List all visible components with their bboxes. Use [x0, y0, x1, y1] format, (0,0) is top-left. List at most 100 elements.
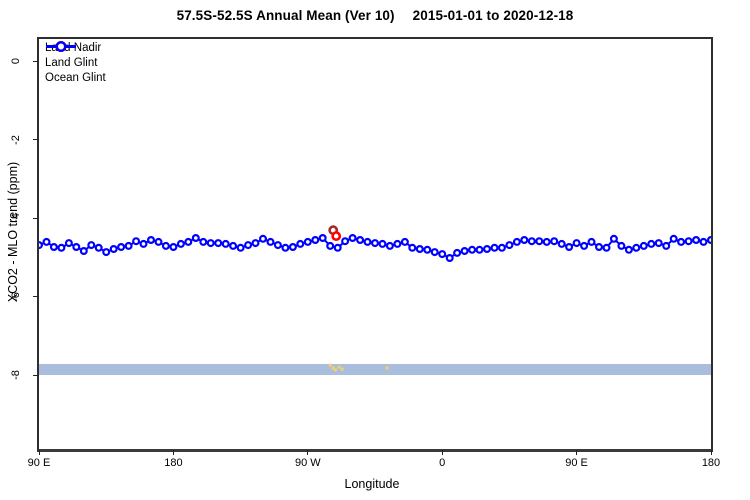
data-point-ocean-glint	[647, 239, 656, 248]
data-point-ocean-glint	[57, 243, 66, 252]
data-point-ocean-glint	[132, 237, 141, 246]
data-point-ocean-glint	[483, 245, 492, 254]
data-point-ocean-glint	[550, 237, 559, 246]
data-point-ocean-glint	[602, 243, 611, 252]
data-point-ocean-glint	[39, 241, 43, 250]
data-point-ocean-glint	[393, 239, 402, 248]
y-tick-mark	[33, 139, 39, 140]
speck-point	[331, 366, 335, 370]
speck-point	[340, 367, 344, 371]
data-point-ocean-glint	[326, 241, 335, 250]
data-point-ocean-glint	[632, 243, 641, 252]
y-tick-mark	[33, 374, 39, 376]
y-tick-label: -4	[10, 213, 22, 223]
highlight-band	[39, 364, 711, 375]
x-tick-mark	[38, 450, 40, 455]
y-tick-mark	[33, 60, 39, 62]
data-point-ocean-glint	[438, 250, 447, 259]
data-point-ocean-glint	[109, 245, 118, 254]
data-point-ocean-glint	[281, 243, 290, 252]
y-axis-title: XCO2 - MLO trend (ppm)	[6, 161, 20, 303]
legend-label-ocean-glint: Ocean Glint	[45, 71, 106, 84]
x-tick-label: 90 W	[294, 457, 321, 469]
x-tick-mark	[710, 450, 712, 455]
data-point-ocean-glint	[49, 243, 58, 252]
data-point-ocean-glint	[699, 237, 708, 246]
speck-point	[333, 368, 337, 372]
chart-title-dates: 2015-01-01 to 2020-12-18	[412, 8, 574, 23]
data-point-ocean-glint	[318, 234, 327, 243]
x-tick-label: 0	[439, 457, 446, 469]
data-point-ocean-glint	[468, 245, 477, 254]
x-tick-label: 90 E	[27, 457, 51, 469]
data-point-ocean-glint	[176, 239, 185, 248]
data-point-ocean-glint	[707, 236, 711, 244]
data-point-ocean-glint	[617, 241, 626, 250]
x-tick-label: 90 E	[565, 457, 588, 469]
data-point-ocean-glint	[445, 254, 454, 263]
data-point-ocean-glint	[72, 243, 81, 252]
data-point-ocean-glint	[79, 247, 88, 256]
data-point-ocean-glint	[378, 239, 387, 248]
data-point-ocean-glint	[236, 243, 245, 252]
data-point-ocean-glint	[102, 248, 111, 257]
data-point-ocean-glint	[87, 241, 96, 250]
data-point-ocean-glint	[385, 241, 394, 250]
data-point-ocean-glint	[408, 243, 417, 252]
data-point-ocean-glint	[154, 237, 163, 246]
data-point-ocean-glint	[229, 241, 238, 250]
data-point-ocean-glint	[296, 239, 305, 248]
x-tick-mark	[172, 450, 174, 455]
data-point-land-glint	[331, 231, 342, 241]
y-tick-label: 0	[10, 57, 22, 65]
data-point-ocean-glint	[251, 239, 260, 248]
legend-item-ocean-glint: Ocean Glint	[45, 41, 106, 85]
series-ocean-glint	[39, 234, 711, 263]
data-point-ocean-glint	[512, 237, 521, 246]
plot-svg	[39, 225, 711, 375]
data-point-ocean-glint	[505, 241, 514, 250]
chart-title-main: 57.5S-52.5S Annual Mean (Ver 10)	[176, 8, 395, 23]
data-point-ocean-glint	[639, 241, 648, 250]
series-land-glint	[331, 231, 342, 241]
data-point-ocean-glint	[64, 239, 73, 248]
data-point-ocean-glint	[520, 236, 529, 245]
data-point-ocean-glint	[594, 243, 603, 252]
data-point-ocean-glint	[266, 237, 275, 246]
data-point-ocean-glint	[565, 243, 574, 252]
data-point-ocean-glint	[348, 234, 357, 243]
data-point-ocean-glint	[572, 239, 581, 248]
legend-marker-ocean-glint-icon	[46, 41, 76, 52]
legend-label-land-glint: Land Glint	[45, 56, 98, 69]
data-point-ocean-glint	[42, 237, 51, 246]
x-tick-label: 180	[164, 457, 183, 469]
speck-point	[328, 363, 332, 367]
y-tick-mark	[33, 296, 39, 297]
data-point-ocean-glint	[94, 243, 103, 252]
data-point-ocean-glint	[311, 236, 320, 245]
speck-point	[337, 365, 341, 369]
data-point-ocean-glint	[303, 237, 312, 246]
data-point-ocean-glint	[199, 237, 208, 246]
data-point-ocean-glint	[542, 237, 551, 246]
data-point-ocean-glint	[169, 243, 178, 252]
data-point-ocean-glint	[191, 234, 200, 243]
data-point-ocean-glint	[117, 243, 126, 252]
y-tick-label: -2	[10, 134, 22, 145]
data-point-ocean-glint	[124, 241, 133, 250]
data-point-ocean-glint	[139, 239, 148, 248]
data-point-ocean-glint	[624, 245, 633, 254]
data-point-ocean-glint	[587, 237, 596, 246]
data-point-ocean-glint	[363, 237, 372, 246]
data-point-ocean-glint	[221, 239, 230, 248]
data-point-ocean-glint	[669, 234, 678, 243]
data-point-ocean-glint	[244, 241, 253, 250]
y-tick-mark	[33, 217, 39, 219]
data-point-ocean-glint	[184, 237, 193, 246]
data-point-ocean-glint	[161, 241, 170, 250]
data-point-ocean-glint	[557, 239, 566, 248]
x-tick-label: 180	[701, 457, 721, 469]
data-point-ocean-glint	[430, 248, 439, 257]
data-point-ocean-glint	[415, 245, 424, 254]
